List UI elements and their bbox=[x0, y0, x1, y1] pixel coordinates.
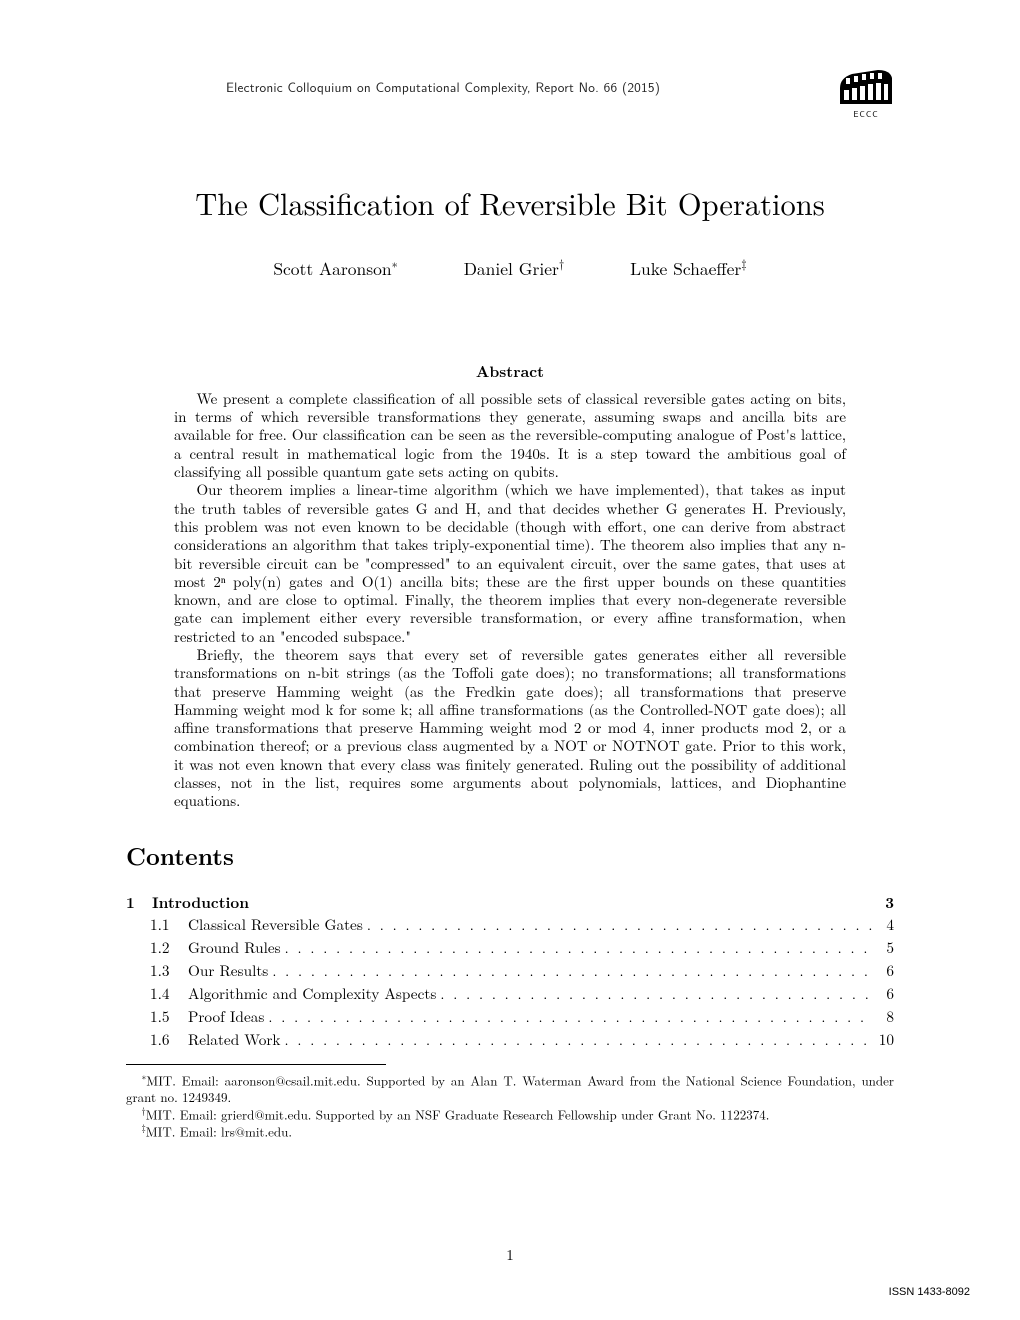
author-3: Luke Schaeffer‡ bbox=[630, 254, 747, 281]
footnote-2-text: MIT. Email: grierd@mit.edu. Supported by… bbox=[146, 1104, 770, 1123]
toc-dots: . . . . . . . . . . . . . . . . . . . . … bbox=[268, 961, 872, 983]
toc-dots: . . . . . . . . . . . . . . . . . . . . … bbox=[281, 938, 872, 960]
toc-sub-row: 1.4 Algorithmic and Complexity Aspects .… bbox=[126, 983, 894, 1006]
toc-sub-title: Proof Ideas bbox=[188, 1006, 264, 1029]
issn: ISSN 1433-8092 bbox=[889, 1286, 970, 1298]
author-2-mark: † bbox=[559, 254, 564, 272]
footnote-1: ∗MIT. Email: aaronson@csail.mit.edu. Sup… bbox=[126, 1071, 894, 1105]
eccc-logo: ECCC bbox=[838, 68, 894, 116]
toc-sub-title: Our Results bbox=[188, 960, 268, 983]
toc-dots: . . . . . . . . . . . . . . . . . . . . … bbox=[280, 1030, 872, 1052]
colosseum-icon bbox=[838, 68, 894, 106]
author-3-name: Luke Schaeffer bbox=[630, 256, 741, 281]
toc-sub-row: 1.6 Related Work . . . . . . . . . . . .… bbox=[126, 1029, 894, 1052]
toc-section-spacer bbox=[249, 893, 872, 915]
paper-title: The Classification of Reversible Bit Ope… bbox=[126, 181, 894, 224]
toc-sub-title: Ground Rules bbox=[188, 937, 281, 960]
contents-heading: Contents bbox=[126, 839, 894, 873]
toc-sub-title: Classical Reversible Gates bbox=[188, 914, 363, 937]
toc-sub-page: 8 bbox=[872, 1006, 894, 1029]
author-3-mark: ‡ bbox=[741, 254, 746, 272]
toc-sub-page: 4 bbox=[872, 914, 894, 937]
toc-sub-title: Algorithmic and Complexity Aspects bbox=[188, 983, 436, 1006]
toc-section-title: Introduction bbox=[152, 891, 249, 914]
toc-sub-page: 6 bbox=[872, 983, 894, 1006]
toc-dots: . . . . . . . . . . . . . . . . . . . . … bbox=[264, 1007, 872, 1029]
author-list: Scott Aaronson∗ Daniel Grier† Luke Schae… bbox=[126, 254, 894, 281]
abstract-p3: Briefly, the theorem says that every set… bbox=[174, 646, 846, 811]
toc-sub-row: 1.5 Proof Ideas . . . . . . . . . . . . … bbox=[126, 1006, 894, 1029]
table-of-contents: 1 Introduction 3 1.1 Classical Reversibl… bbox=[126, 891, 894, 1052]
abstract-heading: Abstract bbox=[126, 359, 894, 382]
venue-header: Electronic Colloquium on Computational C… bbox=[226, 78, 894, 97]
toc-section-num: 1 bbox=[126, 891, 142, 914]
toc-section-page: 3 bbox=[872, 891, 894, 914]
page-number: 1 bbox=[0, 1244, 1020, 1265]
toc-sub-row: 1.2 Ground Rules . . . . . . . . . . . .… bbox=[126, 937, 894, 960]
footnote-3: ‡MIT. Email: lrs@mit.edu. bbox=[126, 1122, 894, 1140]
toc-sub-num: 1.1 bbox=[150, 914, 178, 937]
footnote-1-text: MIT. Email: aaronson@csail.mit.edu. Supp… bbox=[126, 1070, 894, 1105]
footnote-2: †MIT. Email: grierd@mit.edu. Supported b… bbox=[126, 1105, 894, 1123]
abstract-body: We present a complete classification of … bbox=[174, 390, 846, 811]
page: Electronic Colloquium on Computational C… bbox=[0, 0, 1020, 1320]
toc-sub-num: 1.6 bbox=[150, 1029, 178, 1052]
toc-sub-row: 1.1 Classical Reversible Gates . . . . .… bbox=[126, 914, 894, 937]
author-1: Scott Aaronson∗ bbox=[273, 254, 397, 281]
toc-sub-page: 10 bbox=[872, 1029, 894, 1052]
toc-dots: . . . . . . . . . . . . . . . . . . . . … bbox=[363, 915, 872, 937]
author-2: Daniel Grier† bbox=[464, 254, 565, 281]
author-1-mark: ∗ bbox=[392, 254, 398, 272]
footnote-rule bbox=[126, 1064, 386, 1065]
toc-sub-num: 1.5 bbox=[150, 1006, 178, 1029]
author-1-name: Scott Aaronson bbox=[273, 256, 391, 281]
toc-sub-page: 6 bbox=[872, 960, 894, 983]
toc-sub-num: 1.2 bbox=[150, 937, 178, 960]
abstract-p1: We present a complete classification of … bbox=[174, 390, 846, 481]
toc-sub-row: 1.3 Our Results . . . . . . . . . . . . … bbox=[126, 960, 894, 983]
abstract-p2: Our theorem implies a linear-time algori… bbox=[174, 481, 846, 646]
toc-sub-num: 1.3 bbox=[150, 960, 178, 983]
toc-sub-title: Related Work bbox=[188, 1029, 280, 1052]
footnote-3-text: MIT. Email: lrs@mit.edu. bbox=[146, 1122, 292, 1141]
toc-dots: . . . . . . . . . . . . . . . . . . . . … bbox=[436, 984, 872, 1006]
toc-sub-num: 1.4 bbox=[150, 983, 178, 1006]
toc-sub-page: 5 bbox=[872, 937, 894, 960]
author-2-name: Daniel Grier bbox=[464, 256, 559, 281]
logo-label: ECCC bbox=[838, 107, 894, 120]
toc-section-row: 1 Introduction 3 bbox=[126, 891, 894, 915]
